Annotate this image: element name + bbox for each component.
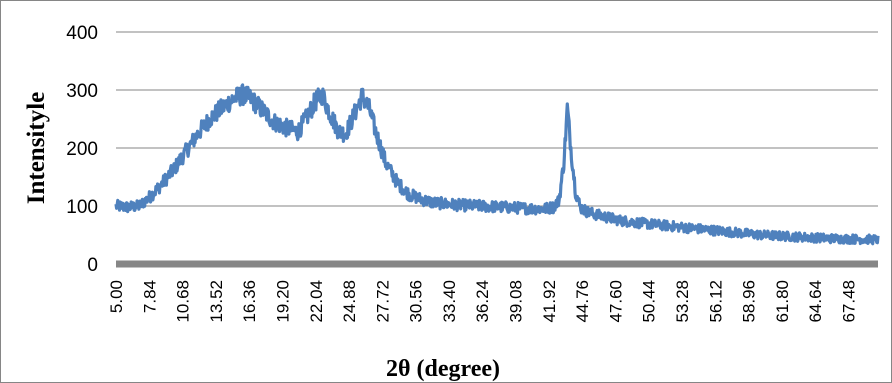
x-tick-label: 19.20 [273, 280, 292, 323]
series-line [114, 83, 880, 246]
x-tick-label: 16.36 [240, 280, 259, 323]
x-tick-label: 24.88 [340, 280, 359, 323]
y-tick-label: 100 [66, 197, 98, 218]
x-tick-label: 30.56 [407, 280, 426, 323]
x-tick-label: 56.12 [706, 280, 725, 323]
x-tick-label: 5.00 [107, 280, 126, 313]
x-tick-label: 47.60 [606, 280, 625, 323]
x-tick-label: 50.44 [640, 280, 659, 323]
x-tick-labels: 5.00 7.84 10.68 13.52 16.36 19.20 22.04 24.88 27… [107, 280, 858, 323]
gridlines [116, 31, 878, 207]
x-tick-label: 67.48 [839, 280, 858, 323]
y-tick-labels: 0 100 200 300 400 [66, 23, 98, 276]
x-tick-label: 7.84 [140, 280, 159, 313]
y-tick-label: 0 [87, 255, 98, 276]
x-tick-label: 44.76 [573, 280, 592, 323]
y-axis-title: Intensityle [23, 92, 50, 205]
x-tick-label: 33.40 [440, 280, 459, 323]
x-tick-label: 22.04 [307, 280, 326, 323]
y-tick-label: 300 [66, 81, 98, 102]
y-tick-label: 400 [66, 23, 98, 44]
x-tick-label: 41.92 [540, 280, 559, 323]
x-tick-label: 53.28 [673, 280, 692, 323]
x-tick-label: 13.52 [207, 280, 226, 323]
x-tick-label: 58.96 [740, 280, 759, 323]
x-tick-label: 64.64 [806, 280, 825, 323]
x-tick-label: 27.72 [373, 280, 392, 323]
x-axis-title: 2θ (degree) [386, 356, 500, 382]
x-tick-label: 36.24 [473, 280, 492, 323]
x-tick-label: 39.08 [507, 280, 526, 323]
x-tick-label: 61.80 [773, 280, 792, 323]
y-tick-label: 200 [66, 139, 98, 160]
x-tick-label: 10.68 [174, 280, 193, 323]
